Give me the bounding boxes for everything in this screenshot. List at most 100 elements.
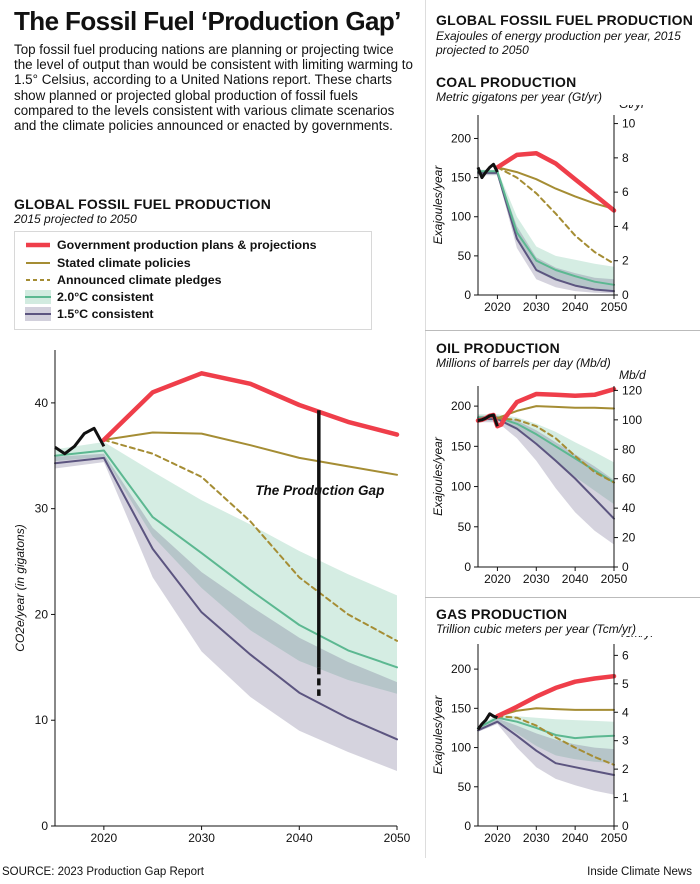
gas-line-stated — [496, 707, 615, 718]
main-ytick-label: 40 — [35, 396, 49, 410]
coal-title: COAL PRODUCTION — [436, 74, 577, 90]
gas-y2tick-label: 6 — [622, 648, 629, 662]
gas-ytick-label: 0 — [464, 819, 471, 833]
oil-line-pledges — [496, 417, 615, 484]
main-line-c15 — [54, 456, 398, 741]
main-band-c15 — [55, 453, 397, 771]
oil-y2tick-label: 60 — [622, 472, 636, 486]
legend-label-pledges: Announced climate pledges — [57, 273, 222, 287]
legend-label-stated: Stated climate policies — [57, 256, 191, 270]
main-xtick-label: 2020 — [91, 831, 118, 845]
coal-xtick-label: 2050 — [601, 300, 628, 314]
oil-xtick-label: 2020 — [484, 572, 511, 586]
main-ytick-label: 10 — [35, 713, 49, 727]
oil-y2tick-label: 120 — [622, 383, 642, 397]
main-section-title: GLOBAL FOSSIL FUEL PRODUCTION — [14, 196, 272, 212]
legend-swatch-production — [25, 238, 51, 252]
main-ytick-label: 0 — [41, 819, 48, 833]
oil-y2tick-label: 20 — [622, 531, 636, 545]
legend-item-stated: Stated climate policies — [25, 255, 191, 271]
gas-y2tick-label: 4 — [622, 705, 629, 719]
coal-y2tick-label: 10 — [622, 117, 636, 131]
main-line-production — [101, 371, 400, 443]
oil-line-history — [477, 413, 499, 427]
main-ylabel: CO2e/year (in gigatons) — [13, 524, 27, 651]
oil-line-c15 — [477, 418, 615, 520]
oil-ytick-label: 0 — [464, 560, 471, 574]
main-xtick-label: 2040 — [286, 831, 313, 845]
gas-ytick-label: 200 — [451, 662, 471, 676]
coal-line-pledges — [496, 166, 615, 265]
coal-y2tick-label: 4 — [622, 219, 629, 233]
gas-y2tick-label: 2 — [622, 762, 629, 776]
gas-line-history — [476, 712, 498, 731]
legend-swatch-pledges — [25, 273, 51, 287]
main-line-pledges — [102, 438, 398, 642]
main-ytick-label: 20 — [35, 607, 49, 621]
gas-line-c20 — [477, 716, 615, 740]
coal-y2-unit: Gt/yr — [619, 105, 646, 111]
legend-label-c20: 2.0°C consistent — [57, 290, 154, 304]
oil-band-c20 — [478, 414, 614, 505]
page-title: The Fossil Fuel ‘Production Gap’ — [14, 6, 401, 36]
oil-y2tick-label: 0 — [622, 560, 629, 574]
oil-band-c15 — [478, 415, 614, 545]
coal-subtitle: Metric gigatons per year (Gt/yr) — [436, 90, 603, 104]
coal-ytick-label: 150 — [451, 171, 471, 185]
gas-line-pledges — [496, 715, 615, 766]
coal-y2tick-label: 6 — [622, 185, 629, 199]
coal-line-stated — [496, 166, 615, 210]
gas-y2tick-label: 1 — [622, 791, 629, 805]
oil-y2-unit: Mb/d — [619, 370, 646, 382]
main-ytick-label: 30 — [35, 502, 49, 516]
oil-y2tick-label: 80 — [622, 442, 636, 456]
legend-item-pledges: Announced climate pledges — [25, 272, 222, 288]
coal-ytick-label: 50 — [458, 249, 472, 263]
coal-ylabel: Exajoules/year — [431, 165, 445, 245]
gas-y2-unit: Tcm/yr — [619, 636, 656, 640]
credit: Inside Climate News — [587, 866, 692, 878]
main-line-stated — [102, 431, 398, 476]
main-section-subtitle: 2015 projected to 2050 — [14, 212, 137, 226]
oil-title: OIL PRODUCTION — [436, 340, 560, 356]
legend-item-c15: 1.5°C consistent — [25, 306, 154, 322]
oil-subtitle: Millions of barrels per day (Mb/d) — [436, 356, 611, 370]
right-section-subtitle: Exajoules of energy production per year,… — [436, 29, 681, 57]
gas-y2tick-label: 5 — [622, 677, 629, 691]
coal-line-c20 — [477, 170, 615, 286]
main-line-c20 — [54, 449, 398, 669]
oil-line-stated — [496, 405, 615, 420]
legend-label-production: Government production plans & projection… — [57, 238, 317, 252]
gas-line-c15 — [477, 720, 615, 776]
gas-y2tick-label: 0 — [622, 819, 629, 833]
coal-ytick-label: 0 — [464, 288, 471, 302]
coal-line-production — [495, 151, 617, 213]
coal-oil-divider — [425, 330, 700, 331]
coal-y2tick-label: 0 — [622, 288, 629, 302]
coal-xtick-label: 2030 — [523, 300, 550, 314]
oil-y2tick-label: 40 — [622, 501, 636, 515]
gas-y2tick-label: 3 — [622, 734, 629, 748]
legend-swatch-c20 — [25, 290, 51, 304]
legend: Government production plans & projection… — [14, 231, 372, 330]
oil-xtick-label: 2050 — [601, 572, 628, 586]
legend-label-c15: 1.5°C consistent — [57, 307, 154, 321]
oil-ytick-label: 150 — [451, 439, 471, 453]
gas-ylabel: Exajoules/year — [431, 695, 445, 775]
coal-xtick-label: 2020 — [484, 300, 511, 314]
coal-xtick-label: 2040 — [562, 300, 589, 314]
oil-xtick-label: 2030 — [523, 572, 550, 586]
oil-ylabel: Exajoules/year — [431, 436, 445, 516]
gas-line-production — [495, 673, 617, 719]
coal-band-c15 — [478, 171, 614, 294]
right-section-title: GLOBAL FOSSIL FUEL PRODUCTION — [436, 12, 694, 28]
coal-chart: 05010015020020202030204020500246810Gt/yr… — [431, 105, 646, 314]
coal-ytick-label: 200 — [451, 131, 471, 145]
gas-xtick-label: 2020 — [484, 831, 511, 845]
column-divider — [425, 0, 426, 858]
gas-ytick-label: 50 — [458, 780, 472, 794]
source-note: SOURCE: 2023 Production Gap Report — [2, 866, 204, 878]
oil-ytick-label: 50 — [458, 520, 472, 534]
